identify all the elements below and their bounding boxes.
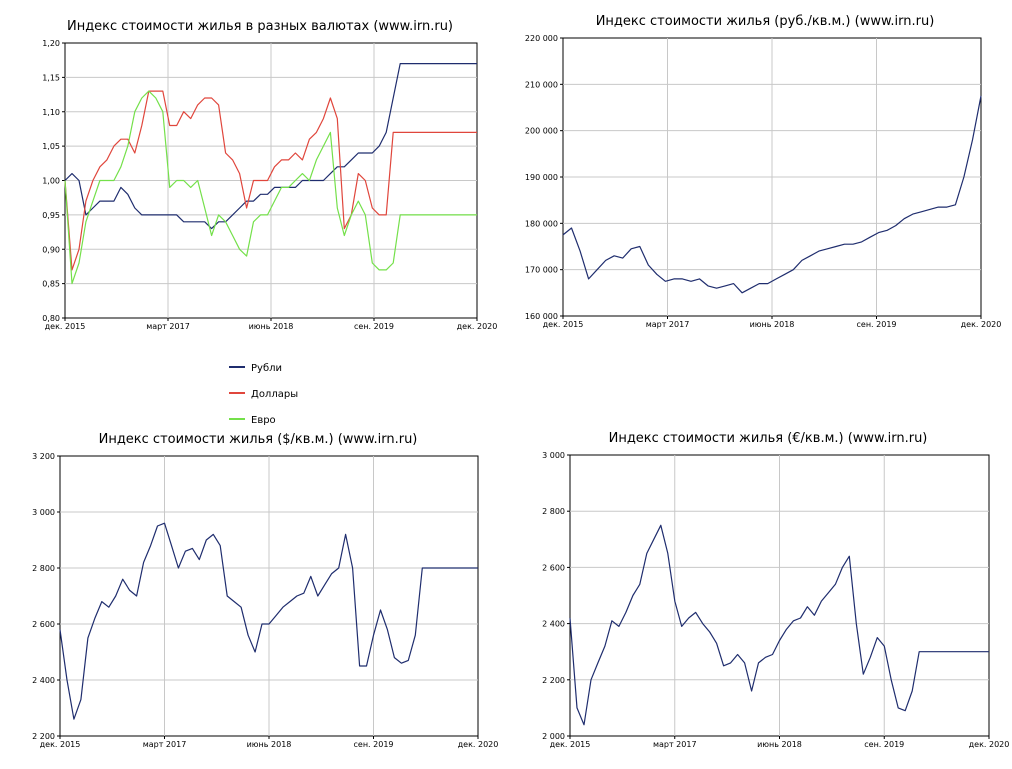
- chart-title: Индекс стоимости жилья в разных валютах …: [67, 19, 453, 34]
- x-tick-label: сен. 2019: [354, 740, 394, 749]
- legend-label: Рубли: [251, 363, 282, 374]
- x-tick-label: дек. 2015: [45, 322, 86, 331]
- series-line-1: [569, 524, 989, 726]
- y-tick-label: 160 000: [525, 312, 558, 321]
- chart-title: Индекс стоимости жилья (руб./кв.м.) (www…: [596, 14, 935, 29]
- y-tick-label: 2 800: [32, 564, 55, 573]
- x-tick-label: март 2017: [653, 740, 697, 749]
- x-tick-label: сен. 2019: [857, 320, 897, 329]
- x-tick-label: июнь 2018: [249, 322, 294, 331]
- y-tick-label: 0,85: [42, 280, 60, 289]
- y-tick-label: 2 800: [542, 507, 565, 516]
- y-tick-label: 180 000: [525, 219, 558, 228]
- y-tick-label: 190 000: [525, 173, 558, 182]
- y-tick-label: 2 600: [542, 563, 565, 572]
- series-line-1: [59, 522, 478, 720]
- y-tick-label: 1,20: [42, 39, 60, 48]
- y-tick-label: 3 000: [542, 451, 565, 460]
- y-tick-label: 2 000: [542, 732, 565, 741]
- x-tick-label: июнь 2018: [750, 320, 795, 329]
- y-tick-label: 3 200: [32, 452, 55, 461]
- y-tick-label: 0,90: [42, 245, 60, 254]
- y-tick-label: 3 000: [32, 508, 55, 517]
- x-tick-label: дек. 2015: [543, 320, 584, 329]
- y-tick-label: 0,80: [42, 314, 60, 323]
- x-tick-label: дек. 2020: [458, 740, 499, 749]
- y-tick-label: 170 000: [525, 266, 558, 275]
- y-tick-label: 220 000: [525, 34, 558, 43]
- legend: Рубли Доллары Евро: [229, 363, 298, 426]
- x-tick-label: сен. 2019: [354, 322, 394, 331]
- y-tick-label: 2 400: [542, 620, 565, 629]
- y-tick-label: 200 000: [525, 127, 558, 136]
- series-line-3: [64, 90, 477, 285]
- y-tick-label: 2 200: [32, 732, 55, 741]
- x-tick-label: июнь 2018: [757, 740, 802, 749]
- legend-label: Доллары: [251, 389, 298, 400]
- x-tick-label: дек. 2020: [969, 740, 1010, 749]
- y-tick-label: 1,15: [42, 73, 60, 82]
- y-tick-label: 210 000: [525, 80, 558, 89]
- x-tick-label: сен. 2019: [864, 740, 904, 749]
- legend-label: Евро: [251, 415, 276, 426]
- y-tick-label: 1,10: [42, 108, 60, 117]
- chart-title: Индекс стоимости жилья (€/кв.м.) (www.ir…: [609, 431, 928, 446]
- x-tick-label: дек. 2015: [40, 740, 81, 749]
- chart-1: Индекс стоимости жилья в разных валютах …: [42, 19, 497, 331]
- y-tick-label: 1,00: [42, 177, 60, 186]
- chart-4: Индекс стоимости жилья (€/кв.м.) (www.ir…: [542, 431, 1009, 749]
- x-tick-label: июнь 2018: [247, 740, 292, 749]
- series-line-2: [64, 90, 477, 271]
- y-tick-label: 1,05: [42, 142, 60, 151]
- y-tick-label: 2 600: [32, 620, 55, 629]
- x-tick-label: дек. 2020: [961, 320, 1002, 329]
- y-tick-label: 2 200: [542, 676, 565, 685]
- x-tick-label: март 2017: [646, 320, 690, 329]
- x-tick-label: дек. 2020: [457, 322, 498, 331]
- x-tick-label: март 2017: [143, 740, 187, 749]
- chart-title: Индекс стоимости жилья ($/кв.м.) (www.ir…: [99, 432, 418, 447]
- chart-3: Индекс стоимости жилья ($/кв.м.) (www.ir…: [32, 432, 498, 749]
- series-line-1: [562, 95, 982, 294]
- x-tick-label: дек. 2015: [550, 740, 591, 749]
- series-line-1: [64, 62, 477, 230]
- x-tick-label: март 2017: [146, 322, 190, 331]
- y-tick-label: 0,95: [42, 211, 60, 220]
- chart-2: Индекс стоимости жилья (руб./кв.м.) (www…: [525, 14, 1001, 329]
- y-tick-label: 2 400: [32, 676, 55, 685]
